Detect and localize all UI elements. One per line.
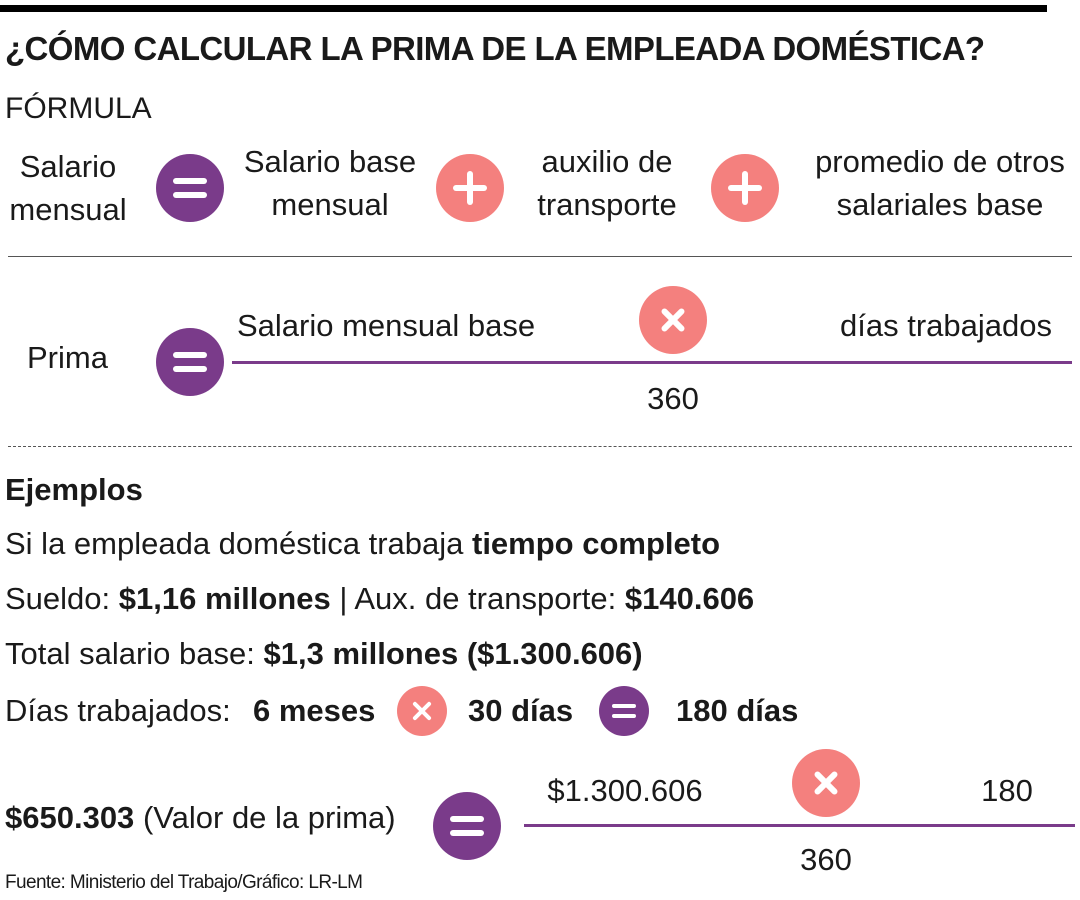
formula-result: Salario mensual: [9, 149, 127, 227]
example-line: Total salario base: $1,3 millones ($1.30…: [5, 632, 643, 675]
equals-icon: [599, 686, 649, 736]
label: Aux. de transporte:: [354, 581, 617, 616]
result-value: $650.303: [5, 800, 135, 835]
numerator: días trabajados: [840, 308, 1052, 343]
subtitle: FÓRMULA: [5, 92, 152, 125]
equals-icon: [156, 154, 224, 222]
source: Fuente: Ministerio del Trabajo/Gráfico: …: [5, 872, 363, 893]
plus-icon: [436, 154, 504, 222]
numerator: Salario mensual base: [237, 308, 536, 343]
times-icon: [397, 686, 447, 736]
days-label: Días trabajados:: [5, 693, 231, 728]
denominator: 360: [800, 842, 852, 877]
formula-term: Salario base mensual: [243, 144, 417, 222]
fraction-line: [524, 824, 1075, 827]
value: $140.606: [624, 581, 755, 616]
days-factor: 30 días: [468, 693, 574, 728]
text: Si la empleada doméstica trabaja: [5, 526, 464, 561]
days-result: 180 días: [676, 693, 799, 728]
times-icon: [792, 749, 860, 817]
fraction-line: [232, 361, 1072, 364]
value: $1,16 millones: [118, 581, 331, 616]
equals-icon: [156, 328, 224, 396]
top-bar: [0, 5, 1047, 12]
separator: |: [339, 581, 348, 616]
formula-result: Prima: [27, 340, 108, 375]
equals-icon: [433, 792, 501, 860]
times-icon: [639, 286, 707, 354]
title: ¿CÓMO CALCULAR LA PRIMA DE LA EMPLEADA D…: [5, 30, 985, 67]
denominator: 360: [647, 381, 699, 416]
result-label: (Valor de la prima): [142, 800, 396, 835]
numerator: 180: [981, 773, 1033, 808]
formula-term: promedio de otros salariales base: [815, 144, 1065, 222]
label: Total salario base:: [5, 636, 255, 671]
days-factor: 6 meses: [253, 693, 376, 728]
example-line: Sueldo: $1,16 millones | Aux. de transpo…: [5, 577, 754, 620]
plus-icon: [711, 154, 779, 222]
label: Sueldo:: [5, 581, 111, 616]
emphasis: tiempo completo: [472, 526, 721, 561]
dashed-divider: [8, 446, 1072, 447]
examples-heading: Ejemplos: [5, 472, 143, 507]
example-line: Si la empleada doméstica trabaja tiempo …: [5, 522, 720, 565]
formula-term: auxilio de transporte: [537, 144, 677, 222]
value: $1,3 millones ($1.300.606): [263, 636, 643, 671]
numerator: $1.300.606: [547, 773, 703, 808]
result-line: $650.303 (Valor de la prima): [5, 796, 396, 839]
divider: [8, 256, 1072, 257]
